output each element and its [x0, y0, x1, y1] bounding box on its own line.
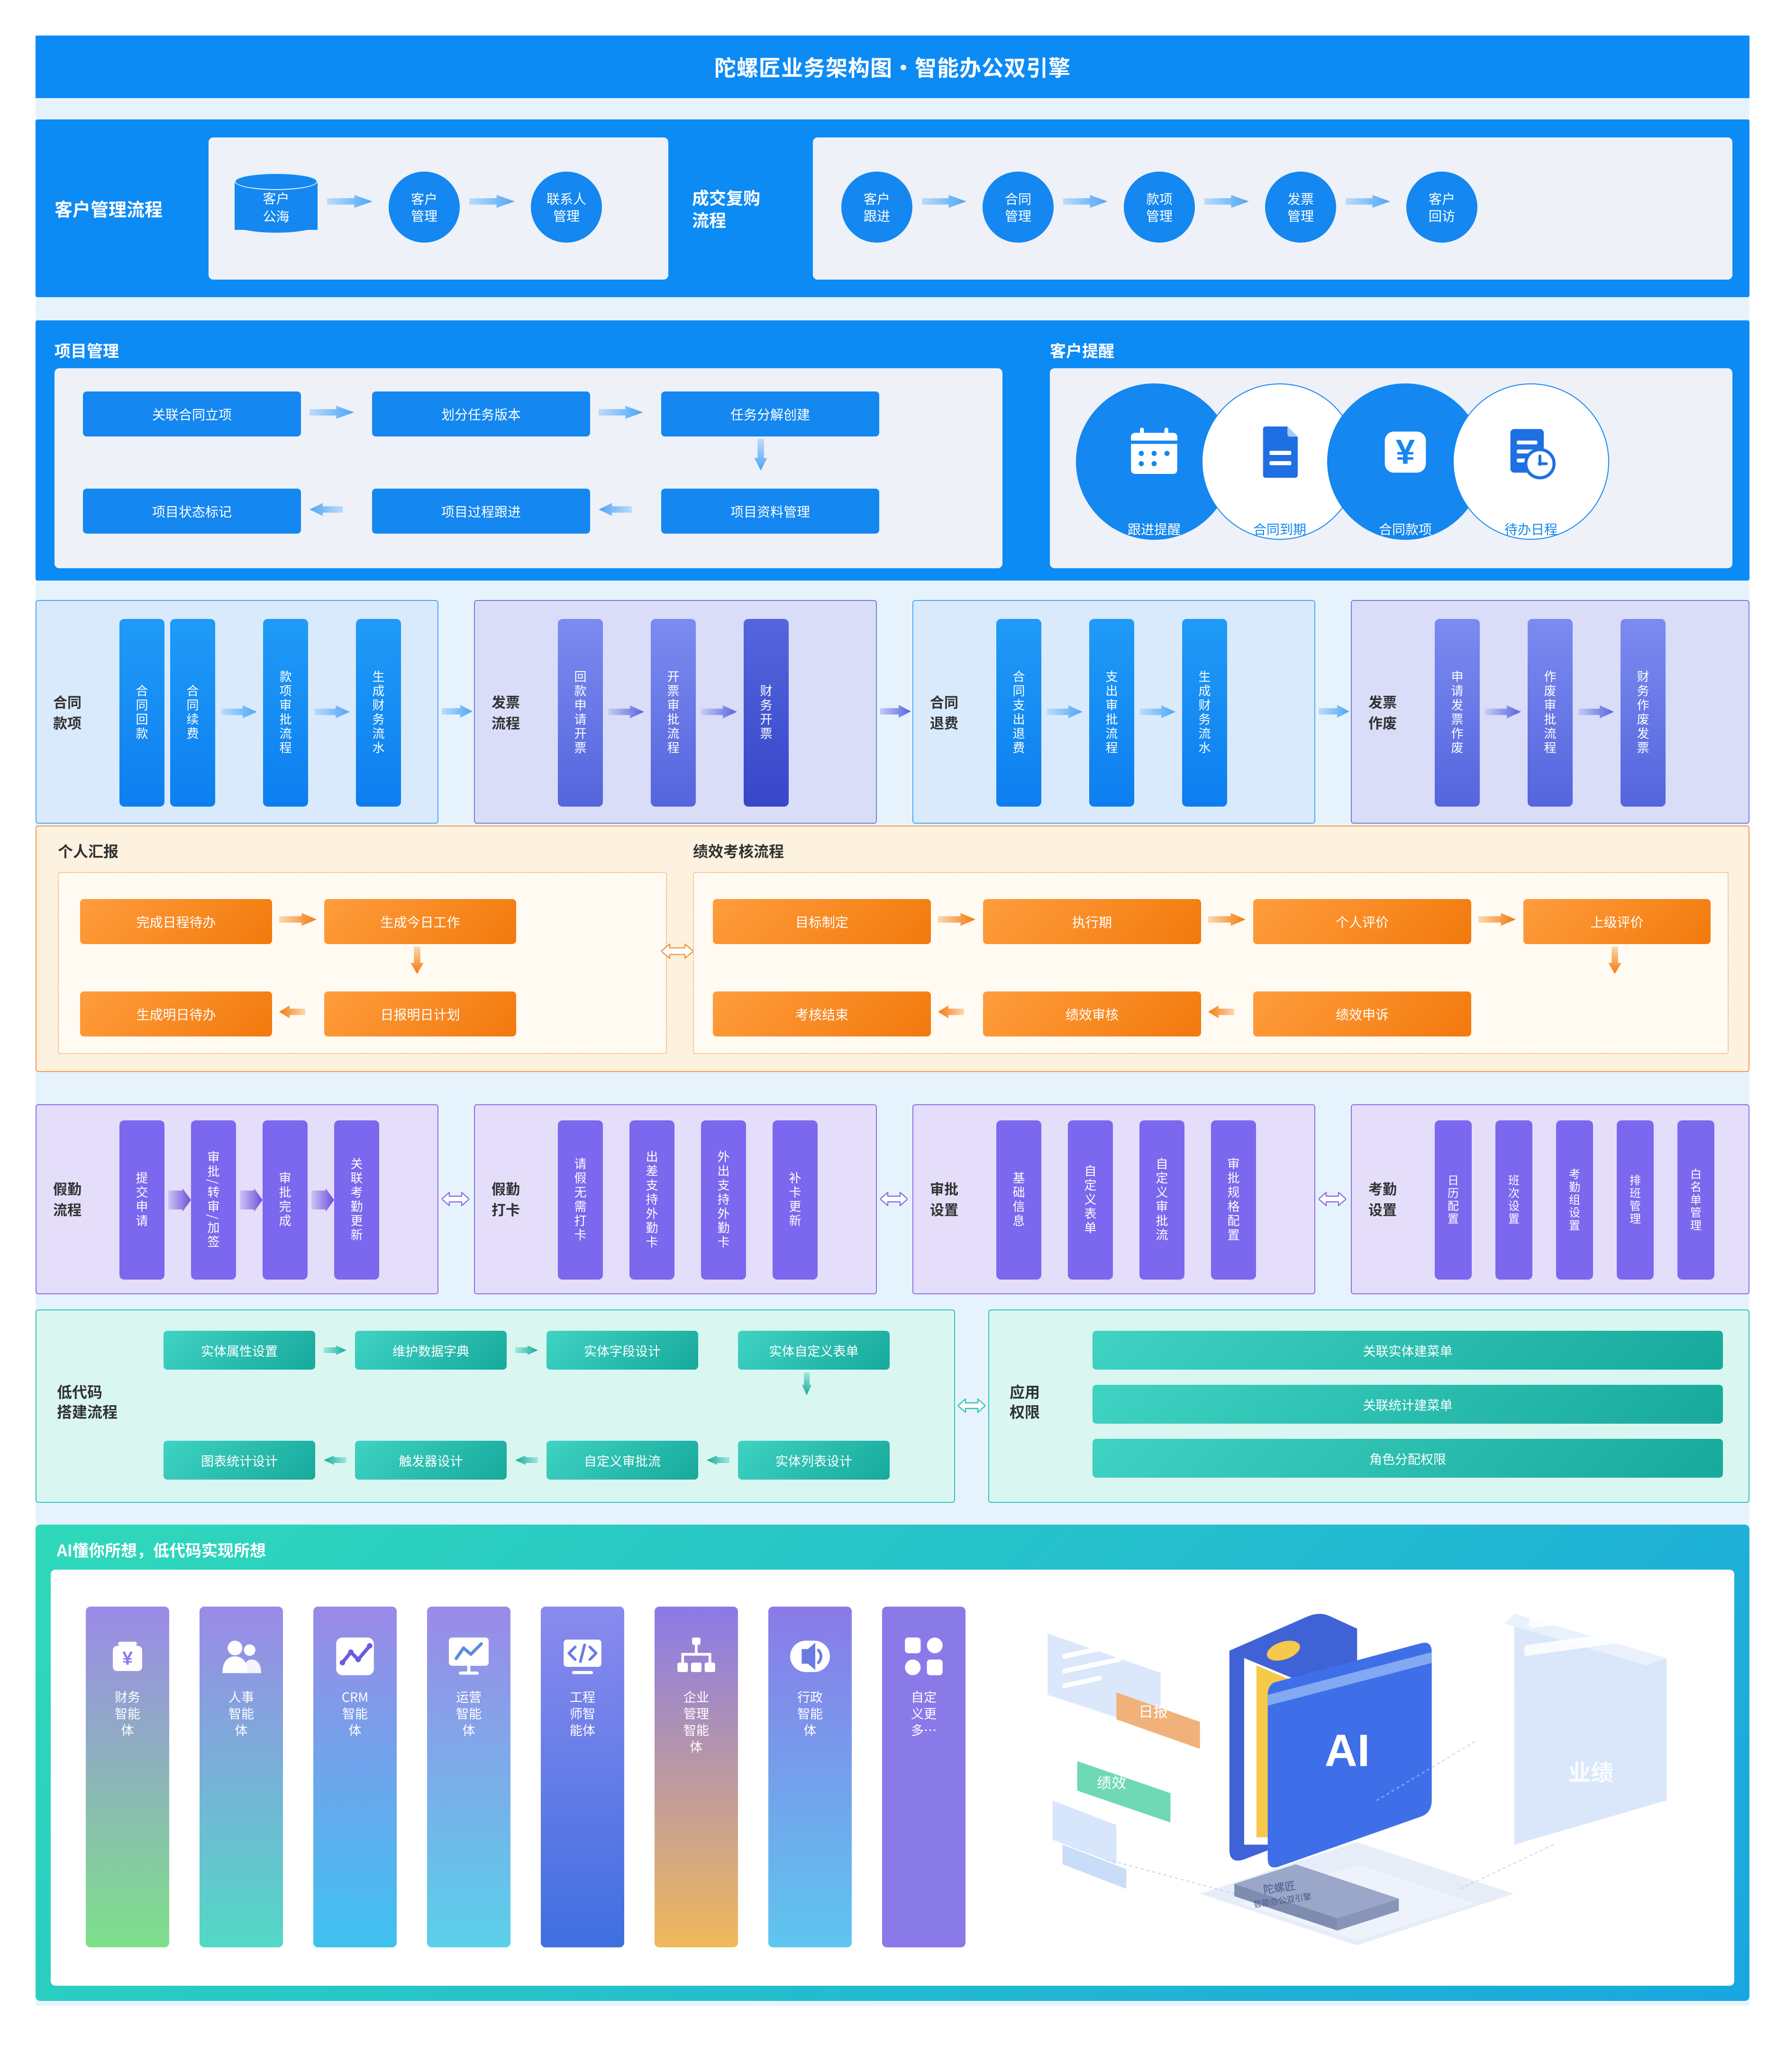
- svg-text:¥: ¥: [1396, 433, 1415, 471]
- svg-text:AI: AI: [1325, 1726, 1370, 1776]
- svg-text:¥: ¥: [122, 1648, 133, 1669]
- svg-text:日报: 日报: [1138, 1700, 1168, 1721]
- svg-text:绩效: 绩效: [1097, 1771, 1126, 1792]
- svg-text:业绩: 业绩: [1568, 1755, 1613, 1788]
